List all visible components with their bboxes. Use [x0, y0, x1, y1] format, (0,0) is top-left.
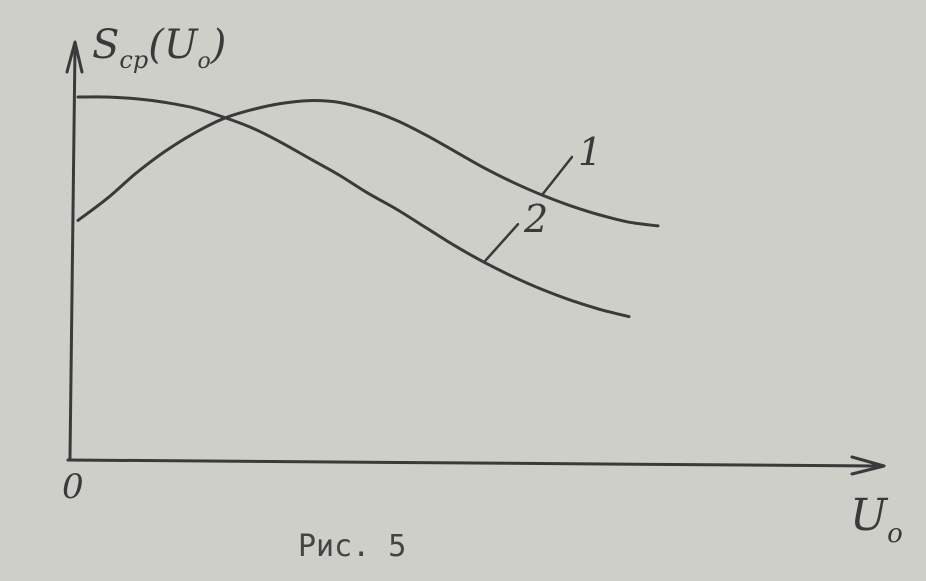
y-axis-label-main: S [92, 22, 119, 68]
x-axis-label-main: U [850, 490, 889, 541]
x-axis-label: Uo [850, 490, 903, 549]
y-axis-label-sub: cp [119, 46, 148, 74]
y-axis-label-arg-open: (U [148, 22, 199, 68]
y-axis-label-arg-sub: o [198, 49, 211, 74]
series-1-label: 1 [578, 130, 602, 174]
series-2-label: 2 [523, 197, 548, 241]
x-axis-arrow [850, 455, 886, 476]
origin-label: 0 [62, 467, 84, 507]
figure-caption: Рис. 5 [298, 529, 406, 564]
series-1-line [76, 99, 660, 228]
x-axis [66, 458, 880, 468]
series-2-line [76, 95, 631, 319]
series-2-leader-line [482, 222, 520, 264]
y-axis-arrow [65, 40, 84, 74]
series-layer: 12 [76, 95, 660, 319]
x-axis-label-sub: o [887, 519, 903, 549]
y-axis-label: Scp(Uo) [92, 22, 226, 74]
y-axis [68, 46, 77, 460]
y-axis-label-arg-close: ) [210, 22, 227, 68]
series-1-leader-line [540, 155, 574, 197]
